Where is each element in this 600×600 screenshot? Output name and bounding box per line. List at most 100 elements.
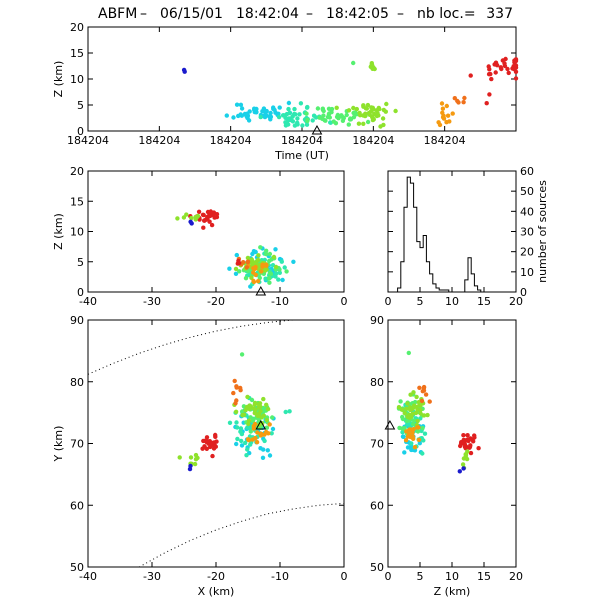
source-point [295, 116, 300, 121]
source-point [415, 418, 420, 424]
source-point [513, 58, 519, 64]
y-tick-label: 15 [70, 195, 84, 208]
source-point [404, 422, 410, 427]
source-point [192, 461, 198, 467]
source-point [252, 107, 257, 113]
source-point [231, 390, 236, 396]
source-point [406, 350, 411, 356]
source-point [304, 111, 309, 116]
source-point [461, 433, 466, 438]
source-point [402, 450, 407, 455]
x-tick-label: -10 [271, 570, 289, 583]
figure-header: ABFM – 06/15/01 18:42:04 – 18:42:05 – nb… [98, 6, 513, 22]
source-point [418, 411, 423, 416]
source-point [204, 435, 210, 440]
source-point [425, 412, 430, 418]
source-point [461, 466, 466, 471]
header-station: ABFM [98, 6, 137, 22]
source-point [227, 420, 233, 425]
y-tick-label: 10 [70, 73, 84, 86]
source-point [246, 421, 251, 427]
source-point [212, 442, 217, 448]
source-point [272, 107, 277, 113]
x-tick-label: 0 [385, 570, 392, 583]
x-tick-label: 5 [417, 295, 424, 308]
source-point [240, 413, 245, 418]
source-point [346, 108, 352, 113]
y-axis-title: number of sources [536, 180, 549, 283]
x-tick-label: 10 [445, 295, 459, 308]
source-point [400, 416, 406, 422]
source-point [419, 398, 425, 404]
x-tick-label: 184204 [352, 134, 394, 147]
source-point [380, 116, 386, 121]
range-boundary [138, 502, 345, 568]
source-point [264, 267, 269, 272]
x-tick-label: 15 [477, 570, 491, 583]
source-point [364, 106, 369, 111]
source-point [259, 269, 264, 274]
source-point [264, 263, 269, 268]
source-point [370, 105, 375, 111]
source-point [260, 262, 265, 267]
source-point [415, 425, 420, 430]
source-point [240, 409, 245, 414]
source-point [246, 438, 252, 443]
source-point [282, 265, 287, 270]
source-point [187, 466, 193, 472]
source-point [334, 114, 340, 120]
source-point [237, 269, 242, 274]
x-tick-label: -20 [207, 295, 225, 308]
source-point [255, 430, 260, 435]
source-point [214, 214, 220, 220]
source-point [465, 433, 470, 438]
source-point [283, 409, 288, 415]
x-tick-label: 0 [341, 570, 348, 583]
y-tick-label-right: 30 [520, 226, 534, 239]
source-point [261, 396, 266, 402]
source-point [362, 113, 368, 119]
station-marker [255, 419, 267, 430]
source-point [264, 417, 270, 423]
x-tick-label: -10 [271, 295, 289, 308]
source-point [252, 410, 257, 416]
source-point [239, 352, 245, 357]
source-point [476, 446, 481, 451]
source-point [238, 426, 244, 431]
source-point [513, 65, 519, 70]
source-point [321, 113, 326, 118]
x-tick-label: -20 [207, 570, 225, 583]
source-point [506, 70, 511, 76]
source-point [269, 431, 274, 436]
source-point [300, 123, 305, 128]
source-point [261, 413, 266, 418]
source-point [463, 446, 468, 451]
source-point [227, 266, 232, 271]
y-tick-label: 70 [370, 438, 384, 451]
station-marker [384, 419, 396, 430]
source-point [258, 245, 263, 250]
source-point [400, 430, 405, 435]
source-point [404, 429, 409, 434]
source-point [181, 215, 187, 220]
x-tick-label: -30 [143, 570, 161, 583]
y-tick-label: 50 [70, 561, 84, 574]
source-point [369, 63, 374, 68]
source-point [348, 117, 354, 122]
source-point [236, 113, 241, 119]
source-point [182, 69, 187, 74]
source-point [200, 212, 206, 217]
y-tick-label: 90 [370, 314, 384, 327]
source-point [251, 426, 257, 431]
source-point [268, 117, 273, 122]
source-point [252, 400, 258, 406]
source-point [505, 66, 510, 72]
source-point [408, 392, 413, 397]
source-point [410, 411, 415, 416]
source-point [351, 60, 356, 66]
source-point [420, 389, 425, 394]
y-tick-label: 5 [77, 256, 84, 269]
y-tick-label: 90 [70, 314, 84, 327]
chart-time-height: 184204 184204 184204 184204 184204 1842040510… [52, 21, 519, 162]
source-point [376, 113, 381, 118]
